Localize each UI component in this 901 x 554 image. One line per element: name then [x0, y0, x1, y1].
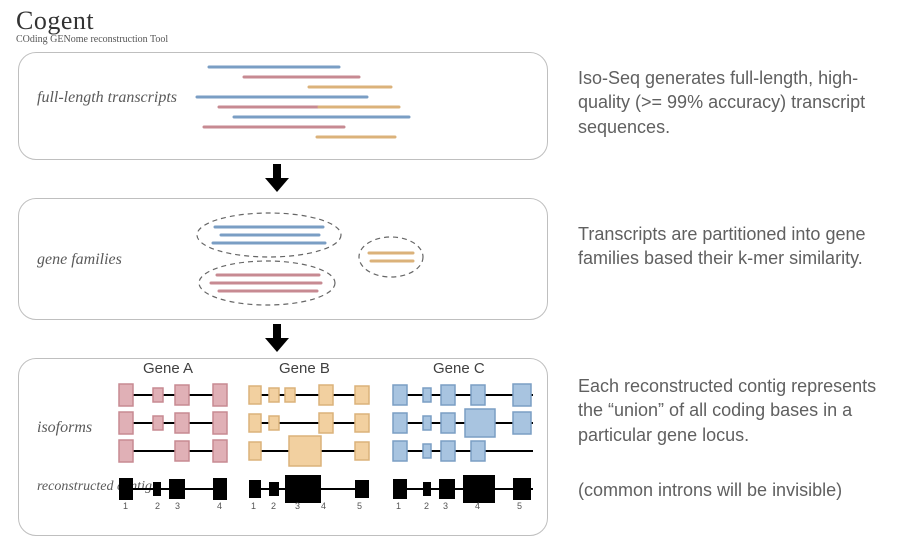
- panel-isoforms: isoforms reconstructed contigs Gene A123…: [18, 358, 548, 536]
- transcripts-diagram: [19, 53, 549, 161]
- svg-text:4: 4: [321, 501, 326, 511]
- svg-text:3: 3: [295, 501, 300, 511]
- svg-text:4: 4: [475, 501, 480, 511]
- svg-text:2: 2: [424, 501, 429, 511]
- svg-text:1: 1: [123, 501, 128, 511]
- svg-text:Gene A: Gene A: [143, 360, 193, 377]
- isoforms-diagram: Gene A 1 2 3 4 Gene B 1 2 3 4 5 Gene C 1 2 3 4 5: [19, 359, 549, 537]
- panel-transcripts: full-length transcripts: [18, 52, 548, 160]
- page-title: Cogent: [16, 6, 168, 36]
- svg-text:3: 3: [443, 501, 448, 511]
- page-subtitle: COding GENome reconstruction Tool: [16, 34, 168, 45]
- desc-isoforms: Each reconstructed contig represents the…: [578, 374, 878, 447]
- svg-text:1: 1: [396, 501, 401, 511]
- svg-text:2: 2: [155, 501, 160, 511]
- arrow-down-icon: [265, 164, 289, 194]
- gene-families-diagram: [19, 199, 549, 321]
- arrow-down-icon: [265, 324, 289, 354]
- svg-text:5: 5: [517, 501, 522, 511]
- svg-text:4: 4: [217, 501, 222, 511]
- svg-text:5: 5: [357, 501, 362, 511]
- svg-text:Gene C: Gene C: [433, 360, 485, 377]
- panel-gene-families: gene families: [18, 198, 548, 320]
- desc-transcripts: Iso-Seq generates full-length, high-qual…: [578, 66, 878, 139]
- svg-text:1: 1: [251, 501, 256, 511]
- desc-gene-families: Transcripts are partitioned into gene fa…: [578, 222, 878, 271]
- svg-text:2: 2: [271, 501, 276, 511]
- svg-text:3: 3: [175, 501, 180, 511]
- svg-text:Gene B: Gene B: [279, 360, 330, 377]
- desc-introns: (common introns will be invisible): [578, 478, 878, 502]
